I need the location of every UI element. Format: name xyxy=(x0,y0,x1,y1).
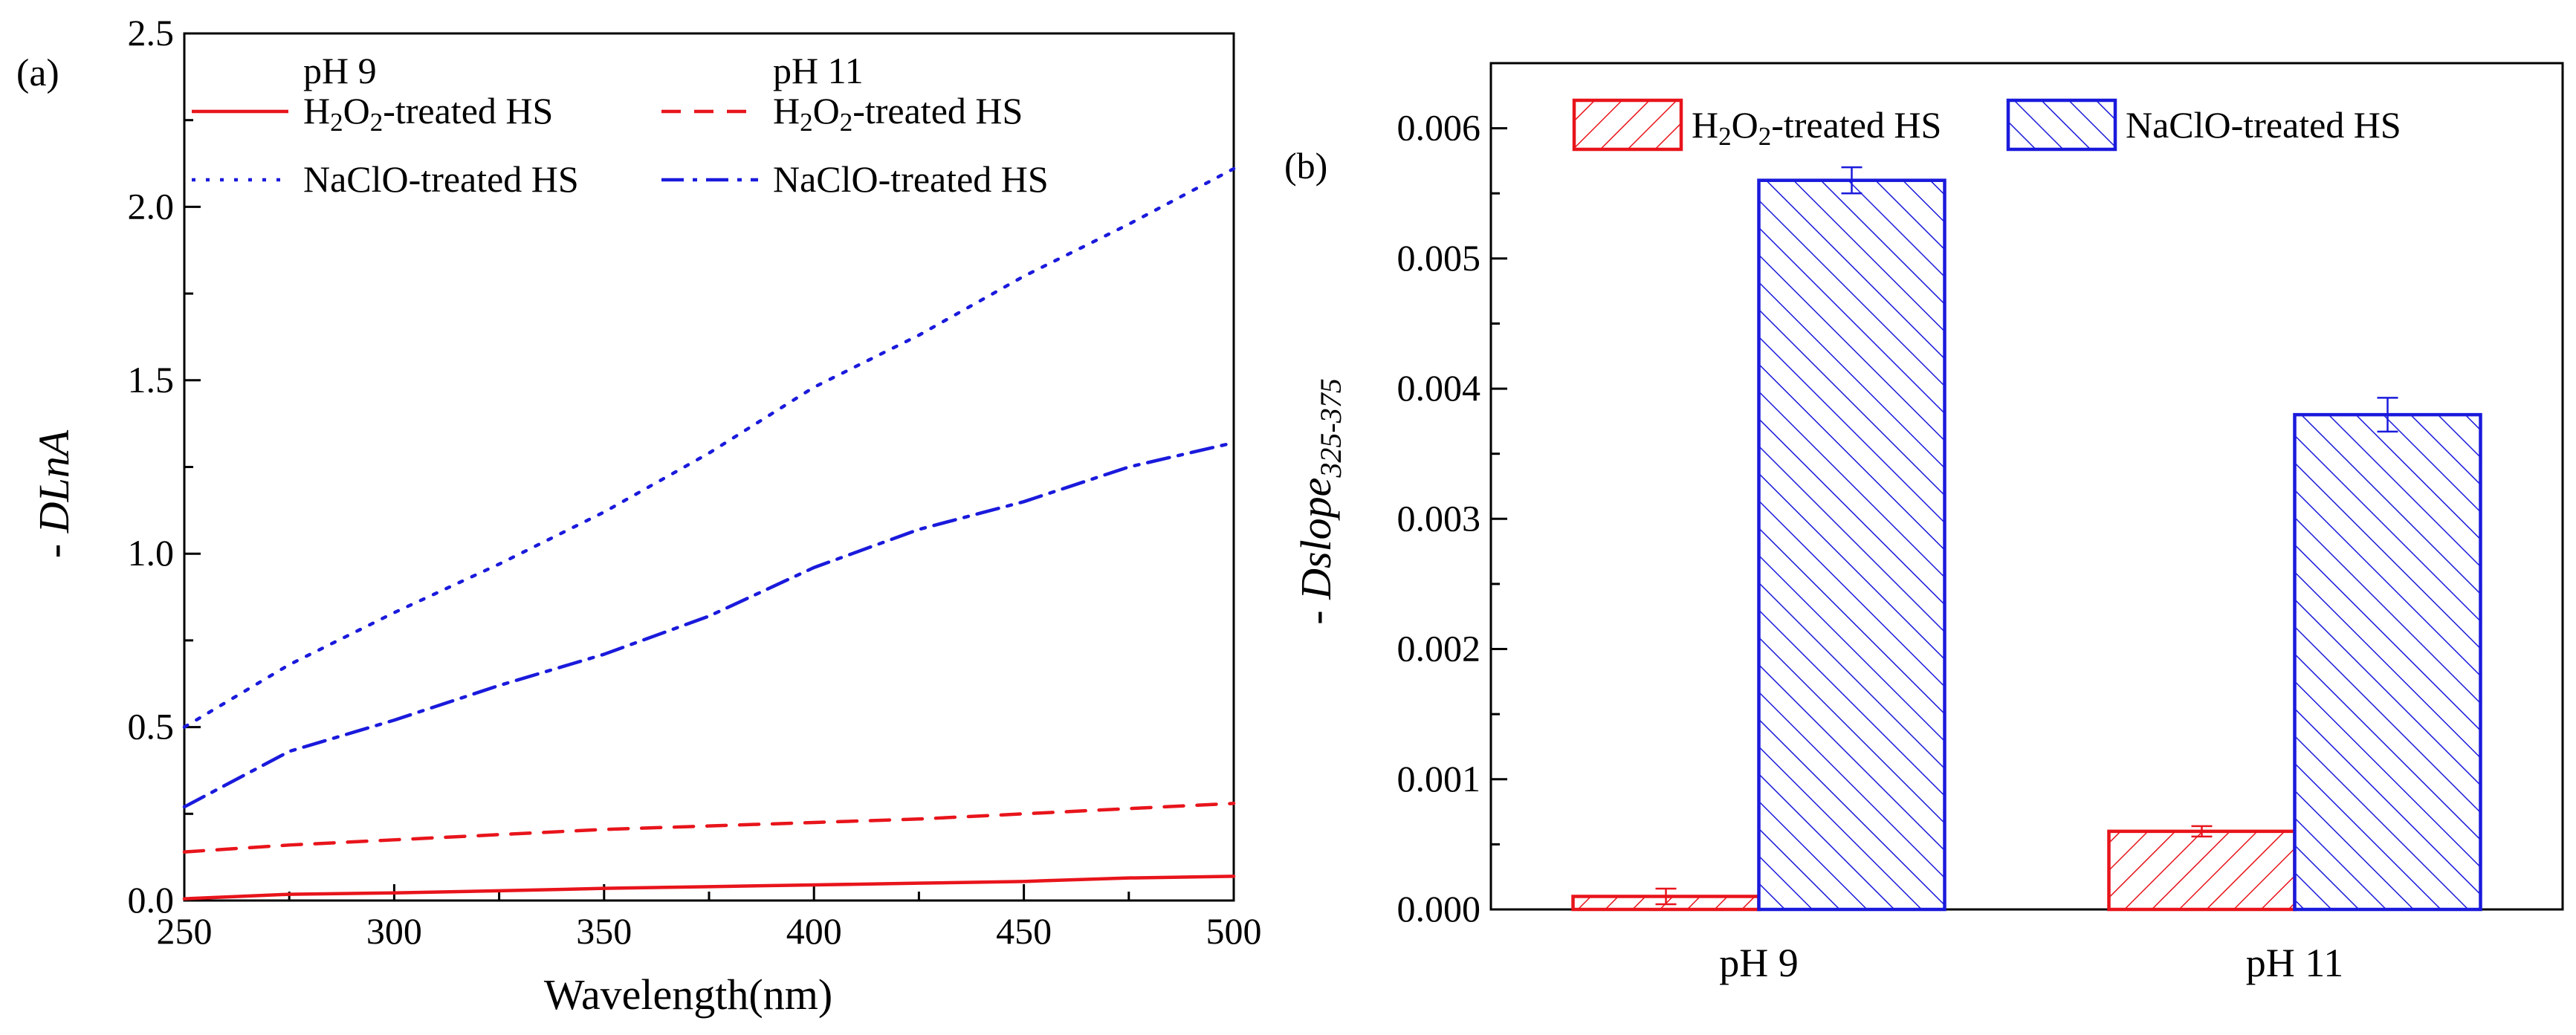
legend-label-part: -treated HS xyxy=(383,90,553,132)
series-line xyxy=(182,441,1236,809)
series-group xyxy=(182,166,1236,901)
axis-group: 250 300 350 400 450 500 0.0 0.5 1.0 1.5 2.0 2.5 xyxy=(128,12,1262,952)
y-tick-label: 0.004 xyxy=(1397,367,1481,409)
axis-group: 0.000 0.001 0.002 0.003 0.004 0.005 0.006 pH 9 p… xyxy=(1397,62,2564,985)
y-tick-label: 0.001 xyxy=(1397,758,1481,799)
legend-label-subscript: 2 xyxy=(370,108,384,137)
series-line xyxy=(182,875,1236,901)
legend-label-part: NaClO-treated HS xyxy=(2126,104,2401,146)
y-tick-label: 0.5 xyxy=(128,706,175,747)
bar xyxy=(1757,178,1946,912)
x-tick-label: 450 xyxy=(996,910,1052,952)
y-axis-label-subscript: 325-375 xyxy=(1314,378,1347,478)
y-axis-label-prefix: - xyxy=(1292,600,1340,625)
bar-chart-panel: (b) 0.000 0.001 0.002 0.003 0.004 0.005 0.006 p… xyxy=(1284,62,2564,985)
legend-label-part: H xyxy=(1692,104,1718,146)
legend-label: NaClO-treated HS xyxy=(773,158,1049,200)
bar xyxy=(2107,829,2297,912)
y-axis-label-main: Dslope xyxy=(1292,478,1340,600)
legend-swatch xyxy=(1572,98,1683,152)
bar xyxy=(2293,412,2482,912)
y-tick-label: 2.5 xyxy=(128,12,175,53)
chart-legend: H2O2-treated HS NaClO-treated HS xyxy=(1572,98,2401,152)
y-tick-label: 0.000 xyxy=(1397,888,1481,929)
y-axis-label: - DLnA xyxy=(30,429,78,558)
legend-label-subscript: 2 xyxy=(840,108,853,137)
y-tick-label: 2.0 xyxy=(128,185,175,227)
legend-label-subscript: 2 xyxy=(330,108,343,137)
legend-label-subscript: 2 xyxy=(800,108,813,137)
legend-label-part: O xyxy=(1732,104,1758,146)
x-axis-label: Wavelength(nm) xyxy=(544,970,832,1019)
legend-column-header: pH 9 xyxy=(303,50,377,91)
x-tick-label: 500 xyxy=(1206,910,1262,952)
legend-label: H2O2-treated HS xyxy=(303,90,553,137)
series-line xyxy=(182,166,1236,729)
y-axis-label-main: DLnA xyxy=(30,429,78,533)
panel-label-b: (b) xyxy=(1284,145,1327,186)
legend-label: NaClO-treated HS xyxy=(303,158,579,200)
legend-label-part: NaClO-treated HS xyxy=(303,158,579,200)
legend-label-part: O xyxy=(813,90,840,132)
panel-label-a: (a) xyxy=(16,52,59,94)
legend-label-part: -treated HS xyxy=(852,90,1023,132)
x-tick-label: 300 xyxy=(366,910,422,952)
legend-label-subscript: 2 xyxy=(1758,122,1772,151)
legend-label-part: NaClO-treated HS xyxy=(773,158,1049,200)
x-tick-label: pH 11 xyxy=(2246,941,2344,985)
series-group xyxy=(1571,166,2482,912)
y-tick-label: 1.5 xyxy=(128,359,175,400)
legend-label-part: -treated HS xyxy=(1771,104,1941,146)
y-tick-label: 0.006 xyxy=(1397,107,1481,149)
y-axis-label: - Dslope325-375 xyxy=(1292,378,1347,624)
legend-label-subscript: 2 xyxy=(1718,122,1732,151)
legend-label-part: H xyxy=(303,90,330,132)
x-tick-label: pH 9 xyxy=(1719,941,1799,985)
series-line xyxy=(182,802,1236,854)
legend-label-part: H xyxy=(773,90,800,132)
y-tick-label: 0.002 xyxy=(1397,628,1481,669)
x-tick-label: 350 xyxy=(576,910,632,952)
y-tick-label: 1.0 xyxy=(128,532,175,574)
legend-label: H2O2-treated HS xyxy=(1692,104,1941,151)
legend-swatch xyxy=(2006,98,2117,152)
y-tick-label: 0.005 xyxy=(1397,237,1481,279)
legend-column-header: pH 11 xyxy=(773,50,864,91)
legend-label: H2O2-treated HS xyxy=(773,90,1023,137)
legend-label-part: O xyxy=(343,90,370,132)
line-chart-panel: (a) 250 300 350 400 450 500 0.0 0.5 1.0 1.5 2.0 2.5… xyxy=(16,12,1262,1019)
plot-frame xyxy=(1489,62,2564,911)
y-tick-label: 0.003 xyxy=(1397,497,1481,539)
x-tick-label: 250 xyxy=(157,910,213,952)
y-tick-label: 0.0 xyxy=(128,879,175,921)
legend-label: NaClO-treated HS xyxy=(2126,104,2401,146)
x-tick-label: 400 xyxy=(786,910,842,952)
y-axis-label-prefix: - xyxy=(30,533,78,558)
